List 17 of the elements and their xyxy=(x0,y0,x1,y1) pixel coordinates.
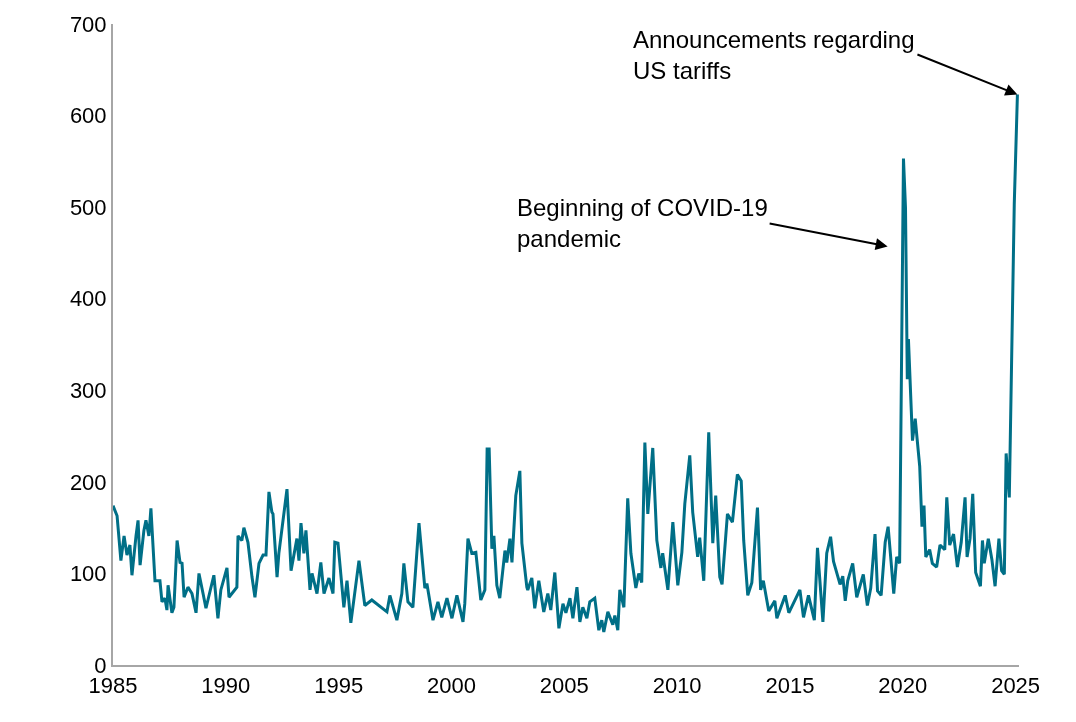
x-tick-label: 2005 xyxy=(539,673,589,699)
annotation: Announcements regarding US tariffs xyxy=(633,26,915,85)
annotation: Beginning of COVID-19 pandemic xyxy=(517,194,768,253)
x-tick-label: 2025 xyxy=(991,673,1041,699)
x-tick-label: 2010 xyxy=(652,673,702,699)
y-tick-label: 500 xyxy=(69,194,107,220)
x-tick-label: 2000 xyxy=(427,673,476,699)
y-tick-label: 400 xyxy=(69,286,107,312)
y-tick-label: 200 xyxy=(69,469,107,495)
y-tick-label: 700 xyxy=(69,11,107,37)
x-tick-label: 1995 xyxy=(314,673,364,699)
x-tick-label: 1990 xyxy=(201,673,251,699)
y-tick-label: 100 xyxy=(69,561,107,587)
x-tick-label: 2015 xyxy=(765,673,815,699)
y-tick-label: 600 xyxy=(69,103,107,129)
x-tick-label: 2020 xyxy=(878,673,928,699)
y-tick-label: 300 xyxy=(69,377,107,403)
